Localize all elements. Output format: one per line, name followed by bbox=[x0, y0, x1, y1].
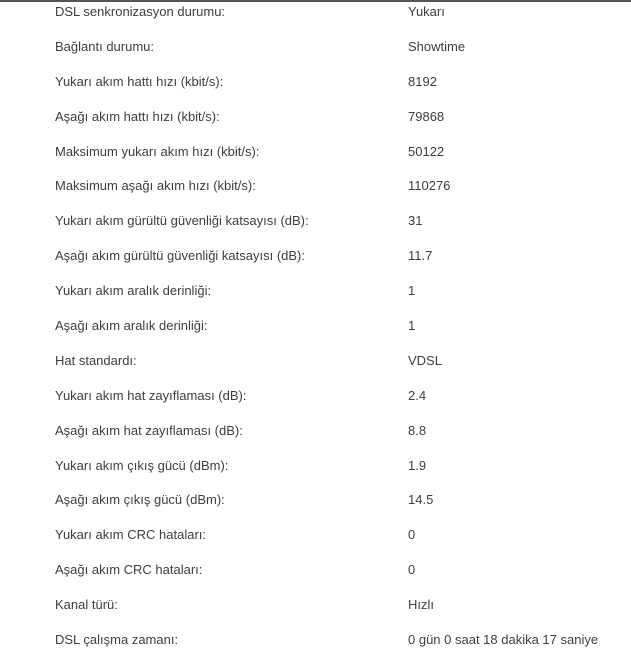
status-label: DSL senkronizasyon durumu: bbox=[55, 4, 226, 19]
status-label: Maksimum aşağı akım hızı (kbit/s): bbox=[55, 178, 256, 194]
status-value: Showtime bbox=[408, 38, 466, 54]
status-row: Bağlantı durumu: Showtime bbox=[0, 37, 631, 72]
status-row: Maksimum yukarı akım hızı (kbit/s): 5012… bbox=[0, 142, 631, 177]
status-value: 50122 bbox=[408, 143, 445, 159]
status-label: Yukarı akım gürültü güvenliği katsayısı … bbox=[55, 213, 309, 229]
status-row: Yukarı akım hat zayıflaması (dB): 2.4 bbox=[0, 386, 631, 421]
status-value: 79868 bbox=[408, 108, 445, 124]
status-label: Hat standardı: bbox=[55, 352, 137, 368]
status-value: 0 bbox=[408, 527, 416, 543]
status-value: 1.9 bbox=[408, 457, 427, 473]
status-row: Yukarı akım aralık derinliği: 1 bbox=[0, 281, 631, 316]
status-label: Aşağı akım çıkış gücü (dBm): bbox=[55, 492, 225, 508]
status-label: Aşağı akım hattı hızı (kbit/s): bbox=[55, 108, 220, 124]
status-value: 8.8 bbox=[408, 422, 427, 438]
status-label: Yukarı akım hat zayıflaması (dB): bbox=[55, 387, 247, 403]
status-label: Yukarı akım hattı hızı (kbit/s): bbox=[55, 73, 224, 89]
status-value: Yukarı bbox=[408, 4, 445, 19]
status-row: Aşağı akım çıkış gücü (dBm): 14.5 bbox=[0, 490, 631, 525]
status-label: Yukarı akım çıkış gücü (dBm): bbox=[55, 457, 229, 473]
status-value: 0 bbox=[408, 562, 416, 578]
status-label: Maksimum yukarı akım hızı (kbit/s): bbox=[55, 143, 260, 159]
status-value: 2.4 bbox=[408, 387, 427, 403]
status-row: Yukarı akım gürültü güvenliği katsayısı … bbox=[0, 211, 631, 246]
status-label: Aşağı akım gürültü güvenliği katsayısı (… bbox=[55, 248, 306, 264]
status-value: 110276 bbox=[408, 178, 451, 194]
status-row: DSL çalışma zamanı: 0 gün 0 saat 18 daki… bbox=[0, 630, 631, 665]
status-label: Yukarı akım CRC hataları: bbox=[55, 527, 206, 543]
status-label: Aşağı akım aralık derinliği: bbox=[55, 318, 208, 334]
status-value: 8192 bbox=[408, 73, 437, 89]
status-value: Hızlı bbox=[408, 597, 434, 613]
status-row: Hat standardı: VDSL bbox=[0, 351, 631, 386]
status-label: Yukarı akım aralık derinliği: bbox=[55, 283, 212, 299]
status-row: Aşağı akım aralık derinliği: 1 bbox=[0, 316, 631, 351]
status-row: Maksimum aşağı akım hızı (kbit/s): 11027… bbox=[0, 176, 631, 211]
status-row: Yukarı akım CRC hataları: 0 bbox=[0, 525, 631, 560]
status-value: 31 bbox=[408, 213, 423, 229]
status-value: 1 bbox=[408, 283, 416, 299]
status-value: VDSL bbox=[408, 352, 442, 368]
status-row: Aşağı akım CRC hataları: 0 bbox=[0, 560, 631, 595]
status-row: Kanal türü: Hızlı bbox=[0, 595, 631, 630]
status-label: DSL çalışma zamanı: bbox=[55, 632, 179, 648]
status-label: Aşağı akım hat zayıflaması (dB): bbox=[55, 422, 243, 438]
status-row: DSL senkronizasyon durumu: Yukarı bbox=[0, 2, 631, 37]
status-row: Yukarı akım hattı hızı (kbit/s): 8192 bbox=[0, 72, 631, 107]
status-label: Aşağı akım CRC hataları: bbox=[55, 562, 203, 578]
status-value: 14.5 bbox=[408, 492, 434, 508]
status-row: Yukarı akım çıkış gücü (dBm): 1.9 bbox=[0, 456, 631, 491]
status-label: Bağlantı durumu: bbox=[55, 38, 155, 54]
status-row: Aşağı akım gürültü güvenliği katsayısı (… bbox=[0, 246, 631, 281]
status-value: 11.7 bbox=[408, 248, 433, 264]
status-row: Aşağı akım hat zayıflaması (dB): 8.8 bbox=[0, 421, 631, 456]
status-value: 0 gün 0 saat 18 dakika 17 saniye bbox=[408, 632, 599, 648]
status-label: Kanal türü: bbox=[55, 597, 118, 613]
status-value: 1 bbox=[408, 318, 416, 334]
status-row: Aşağı akım hattı hızı (kbit/s): 79868 bbox=[0, 107, 631, 142]
